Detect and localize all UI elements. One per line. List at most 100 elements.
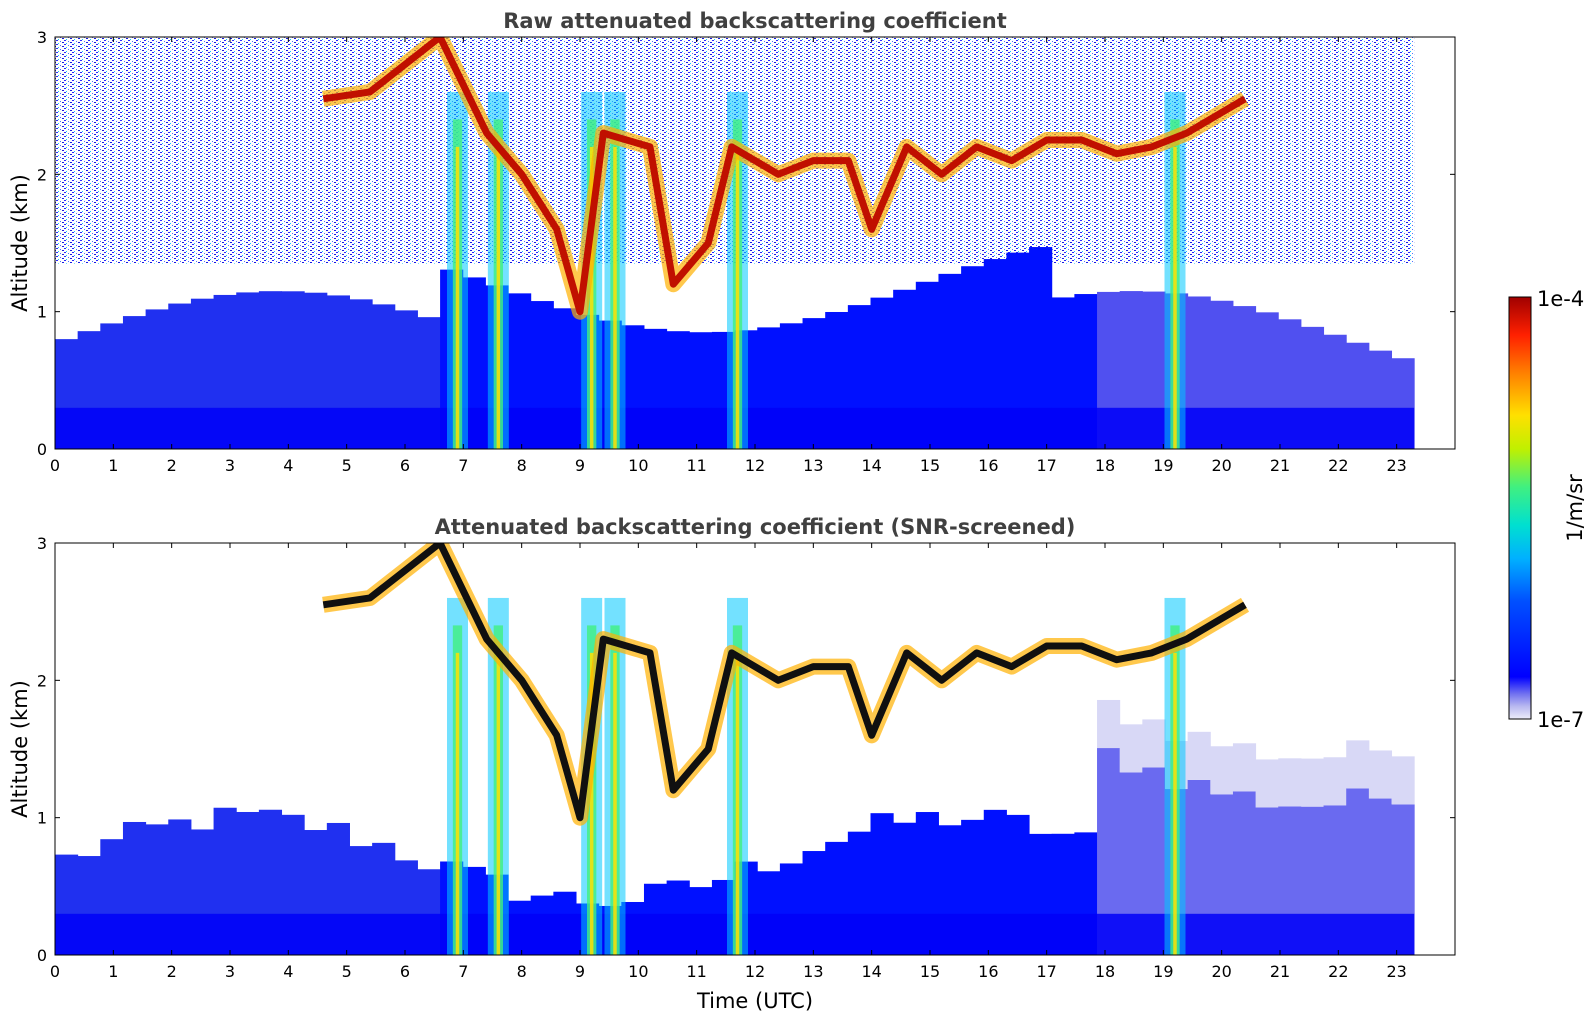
p2-bl-fringe <box>1232 743 1257 792</box>
p2-bl-column <box>1187 779 1211 955</box>
p1-x-tick-label: 0 <box>50 456 60 475</box>
p2-x-tick-label: 11 <box>686 962 706 981</box>
p2-x-tick-label: 13 <box>803 962 823 981</box>
p2-x-tick-label: 7 <box>458 962 468 981</box>
p1-bl-column <box>938 273 962 449</box>
p2-x-tick-label: 22 <box>1328 962 1348 981</box>
p2-bl-fringe <box>1097 699 1121 749</box>
panel-raw-title: Raw attenuated backscattering coefficien… <box>503 9 1007 33</box>
p1-shaft-core <box>496 146 501 449</box>
p2-x-tick-label: 0 <box>50 962 60 981</box>
p2-x-tick-label: 17 <box>1036 962 1056 981</box>
p2-bl-column <box>1119 772 1143 955</box>
p2-bl-fringe <box>1368 750 1393 799</box>
p1-x-tick-label: 14 <box>861 456 881 475</box>
p2-x-tick-label: 8 <box>517 962 527 981</box>
p1-x-tick-label: 7 <box>458 456 468 475</box>
p2-precipitation <box>447 597 1186 955</box>
colorbar-bar <box>1508 296 1532 720</box>
p1-x-tick-label: 3 <box>225 456 235 475</box>
p1-x-tick-label: 6 <box>400 456 410 475</box>
p2-y-tick-label: 1 <box>37 809 47 828</box>
p2-x-tick-label: 15 <box>920 962 940 981</box>
p2-x-tick-label: 6 <box>400 962 410 981</box>
p2-shaft-core <box>613 652 617 955</box>
p1-cloud-core <box>322 37 1247 316</box>
p1-x-tick-label: 18 <box>1095 456 1115 475</box>
p1-x-tick-label: 5 <box>342 456 352 475</box>
p2-bl-fringe <box>1255 759 1279 808</box>
p2-x-tick-label: 4 <box>283 962 293 981</box>
p1-x-tick-label: 16 <box>978 456 998 475</box>
p2-bl-column <box>1346 788 1370 955</box>
p1-x-tick-label: 10 <box>628 456 648 475</box>
p1-bl-column <box>462 277 486 449</box>
p2-y-tick-label: 2 <box>37 671 47 690</box>
p2-x-tick-label: 3 <box>225 962 235 981</box>
p2-shaft-core <box>735 652 740 955</box>
p1-x-tick-label: 23 <box>1386 456 1406 475</box>
p2-x-tick-label: 23 <box>1386 962 1406 981</box>
p2-bl-fringe <box>1278 758 1302 807</box>
p1-bl-column <box>961 266 985 449</box>
p1-x-tick-label: 4 <box>283 456 293 475</box>
p2-x-tick-label: 21 <box>1270 962 1290 981</box>
p2-x-tick-label: 19 <box>1153 962 1173 981</box>
p2-x-tick-label: 1 <box>108 962 118 981</box>
p2-bl-fringe <box>1142 719 1166 768</box>
panel-screened-title: Attenuated backscattering coefficient (S… <box>435 515 1076 539</box>
p1-shaft-core <box>1173 146 1177 449</box>
p2-x-tick-label: 9 <box>575 962 585 981</box>
p1-x-tick-label: 19 <box>1153 456 1173 475</box>
p2-x-tick-label: 10 <box>628 962 648 981</box>
p1-bl-column <box>1029 247 1053 449</box>
p2-shaft-core <box>496 652 501 955</box>
p2-x-tick-label: 18 <box>1095 962 1115 981</box>
p1-shaft-core <box>613 146 617 449</box>
p2-x-tick-label: 2 <box>167 962 177 981</box>
p1-x-tick-label: 15 <box>920 456 940 475</box>
panel-raw: Raw attenuated backscattering coefficien… <box>8 9 1456 475</box>
p1-y-tick-label: 1 <box>37 303 47 322</box>
p2-bl-fringe <box>1391 756 1415 805</box>
colorbar: 1e-4 1e-7 1/m/sr <box>1508 287 1587 732</box>
p2-shaft-core <box>589 652 594 955</box>
p1-y-tick-label: 0 <box>37 440 47 459</box>
p2-bl-fringe <box>1300 758 1325 807</box>
colorbar-min-label: 1e-7 <box>1537 708 1584 732</box>
p2-bl-fringe <box>1323 757 1347 806</box>
panel-screened-axes: 0 1 2 3 4 5 6 7 8 9 10 11 12 13 14 15 16 17 18 19 20 21 22 2301… <box>37 534 1455 981</box>
p2-shaft-core <box>1173 652 1177 955</box>
p2-bl-fringe <box>1119 724 1143 773</box>
p2-x-tick-label: 14 <box>861 962 881 981</box>
p2-x-tick-label: 12 <box>745 962 765 981</box>
colorbar-label: 1/m/sr <box>1563 474 1587 542</box>
p1-shaft-core <box>735 146 740 449</box>
p2-shaft-core <box>455 652 460 955</box>
p1-cloud-base <box>322 37 1250 320</box>
p1-x-tick-label: 22 <box>1328 456 1348 475</box>
p2-x-tick-label: 20 <box>1211 962 1231 981</box>
p2-x-tick-label: 16 <box>978 962 998 981</box>
p2-bl-fringe <box>1346 740 1370 789</box>
p1-x-tick-label: 8 <box>517 456 527 475</box>
p1-x-tick-label: 1 <box>108 456 118 475</box>
p1-x-tick-label: 20 <box>1211 456 1231 475</box>
p2-bl-column <box>1097 748 1121 955</box>
p1-precipitation <box>447 91 1186 449</box>
p1-y-tick-label: 2 <box>37 165 47 184</box>
p2-bl-column <box>1142 767 1166 955</box>
panel-screened-heatmap <box>55 543 1415 955</box>
p1-y-tick-label: 3 <box>37 28 47 47</box>
p1-x-tick-label: 11 <box>686 456 706 475</box>
p1-bl-column <box>1006 252 1030 449</box>
p1-bl-column <box>983 259 1007 449</box>
panel-raw-heatmap <box>55 37 1415 449</box>
p2-bl-fringe <box>1210 746 1234 795</box>
p2-cloud-base <box>322 543 1250 826</box>
panel-screened: Attenuated backscattering coefficient (S… <box>8 515 1456 1013</box>
p1-bl-column <box>915 281 939 449</box>
panel-screened-ylabel: Altitude (km) <box>8 680 32 818</box>
p2-y-tick-label: 3 <box>37 534 47 553</box>
